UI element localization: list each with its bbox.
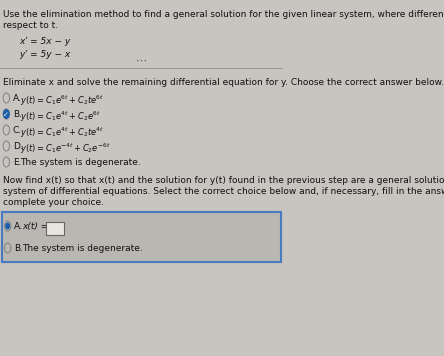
Circle shape xyxy=(6,223,9,229)
Text: A.: A. xyxy=(14,222,23,231)
Text: x’ = 5x − y: x’ = 5x − y xyxy=(19,37,70,46)
FancyBboxPatch shape xyxy=(46,222,63,235)
Text: y’ = 5y − x: y’ = 5y − x xyxy=(19,50,70,59)
Circle shape xyxy=(4,110,9,118)
Text: $y(t)=C_1e^{6t}+C_2te^{6t}$: $y(t)=C_1e^{6t}+C_2te^{6t}$ xyxy=(20,94,104,108)
Text: E.: E. xyxy=(13,158,21,167)
Text: $y(t)=C_1e^{4t}+C_2e^{6t}$: $y(t)=C_1e^{4t}+C_2e^{6t}$ xyxy=(20,110,101,124)
Text: Now find x(t) so that x(t) and the solution for y(t) found in the previous step : Now find x(t) so that x(t) and the solut… xyxy=(3,176,444,185)
Text: The system is degenerate.: The system is degenerate. xyxy=(22,244,143,253)
Text: B.: B. xyxy=(14,244,23,253)
Text: respect to t.: respect to t. xyxy=(3,21,58,30)
Text: D.: D. xyxy=(13,142,23,151)
Text: complete your choice.: complete your choice. xyxy=(3,198,103,207)
Text: C.: C. xyxy=(13,126,22,135)
Text: Eliminate x and solve the remaining differential equation for y. Choose the corr: Eliminate x and solve the remaining diff… xyxy=(3,78,444,87)
Text: x(t) =: x(t) = xyxy=(22,222,48,231)
Text: ✓: ✓ xyxy=(4,112,9,119)
Text: $y(t)=C_1e^{4t}+C_2te^{4t}$: $y(t)=C_1e^{4t}+C_2te^{4t}$ xyxy=(20,126,104,140)
Text: The system is degenerate.: The system is degenerate. xyxy=(20,158,141,167)
Text: B.: B. xyxy=(13,110,22,119)
Text: Use the elimination method to find a general solution for the given linear syste: Use the elimination method to find a gen… xyxy=(3,10,444,19)
Text: system of differential equations. Select the correct choice below and, if necess: system of differential equations. Select… xyxy=(3,187,444,196)
Text: $y(t)=C_1e^{-4t}+C_2e^{-6t}$: $y(t)=C_1e^{-4t}+C_2e^{-6t}$ xyxy=(20,142,111,156)
Text: ⋯: ⋯ xyxy=(136,56,147,66)
FancyBboxPatch shape xyxy=(2,212,281,262)
Text: A.: A. xyxy=(13,94,22,103)
